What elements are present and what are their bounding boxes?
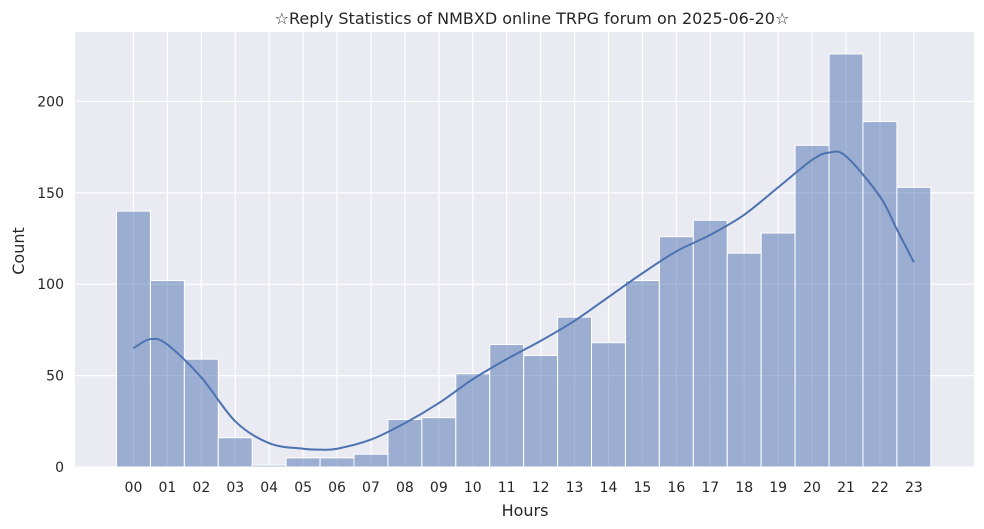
bar-hour-16 bbox=[658, 236, 694, 468]
bar-hour-01 bbox=[149, 280, 185, 468]
bar-hour-17 bbox=[692, 219, 728, 468]
bar-hour-22 bbox=[862, 121, 898, 468]
x-tick-label: 19 bbox=[769, 480, 787, 496]
x-tick-label: 06 bbox=[328, 480, 346, 496]
y-tick-label: 150 bbox=[37, 186, 64, 202]
y-axis-label: Count bbox=[9, 227, 28, 275]
bar-hour-08 bbox=[387, 418, 423, 468]
x-tick-label: 04 bbox=[260, 480, 278, 496]
bar-hour-07 bbox=[353, 453, 389, 468]
x-tick-label: 02 bbox=[192, 480, 210, 496]
bar-hour-05 bbox=[285, 457, 321, 468]
x-tick-label: 11 bbox=[498, 480, 516, 496]
chart-title: ☆Reply Statistics of NMBXD online TRPG f… bbox=[275, 9, 790, 28]
bar-hour-10 bbox=[455, 373, 491, 468]
bar-hour-18 bbox=[726, 252, 762, 468]
x-tick-label: 10 bbox=[464, 480, 482, 496]
bar-hour-11 bbox=[489, 344, 525, 468]
x-tick-label: 17 bbox=[701, 480, 719, 496]
bar-hour-20 bbox=[794, 144, 830, 468]
bar-hour-13 bbox=[557, 316, 593, 468]
kde-curve bbox=[132, 150, 915, 451]
y-tick-label: 0 bbox=[55, 460, 64, 476]
y-tick-label: 50 bbox=[46, 369, 64, 385]
bar-hour-19 bbox=[760, 232, 796, 468]
bar-hour-15 bbox=[624, 280, 660, 468]
bar-hour-09 bbox=[421, 417, 457, 468]
x-tick-label: 08 bbox=[396, 480, 414, 496]
bar-hour-23 bbox=[896, 186, 932, 468]
x-tick-label: 21 bbox=[837, 480, 855, 496]
bars bbox=[116, 53, 932, 468]
y-tick-label: 200 bbox=[37, 94, 64, 110]
x-tick-label: 01 bbox=[158, 480, 176, 496]
bar-hour-04 bbox=[251, 464, 287, 468]
bar-hour-06 bbox=[319, 457, 355, 468]
x-tick-label: 22 bbox=[871, 480, 889, 496]
x-tick-label: 12 bbox=[532, 480, 550, 496]
bar-hour-12 bbox=[523, 355, 559, 468]
x-tick-label: 00 bbox=[125, 480, 143, 496]
x-tick-label: 18 bbox=[735, 480, 753, 496]
x-tick-label: 05 bbox=[294, 480, 312, 496]
bar-hour-14 bbox=[591, 342, 626, 468]
bar-hour-00 bbox=[116, 210, 151, 468]
x-tick-label: 23 bbox=[905, 480, 923, 496]
y-tick-labels: 0 50 100 150 200 bbox=[37, 94, 64, 476]
bar-hour-21 bbox=[828, 53, 864, 468]
x-tick-label: 15 bbox=[634, 480, 652, 496]
x-tick-label: 09 bbox=[430, 480, 448, 496]
bar-hour-02 bbox=[183, 358, 219, 468]
x-tick-label: 16 bbox=[667, 480, 685, 496]
y-tick-label: 100 bbox=[37, 277, 64, 293]
x-tick-label: 07 bbox=[362, 480, 380, 496]
x-tick-label: 20 bbox=[803, 480, 821, 496]
x-tick-labels: 00 01 02 03 04 05 06 07 08 09 10 11 12 13 14 15 16 17 18 19… bbox=[125, 480, 923, 496]
x-axis-label: Hours bbox=[502, 501, 549, 520]
x-tick-label: 03 bbox=[226, 480, 244, 496]
x-tick-label: 14 bbox=[600, 480, 618, 496]
x-tick-label: 13 bbox=[566, 480, 584, 496]
bar-hour-03 bbox=[217, 437, 253, 468]
